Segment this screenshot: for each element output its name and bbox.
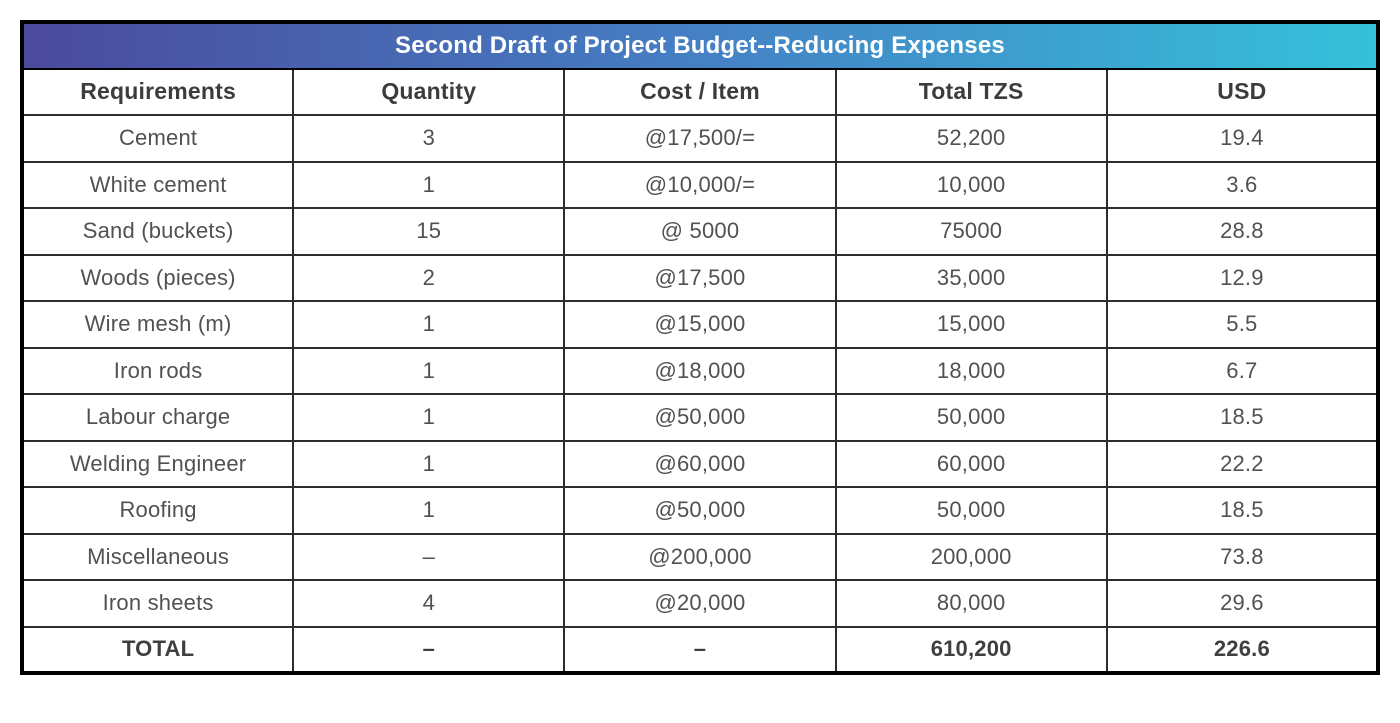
- cell-requirement: Welding Engineer: [20, 439, 295, 488]
- cell-quantity: 1: [292, 160, 566, 209]
- cell-cost-per-item: @20,000: [563, 579, 837, 628]
- cell-usd: 19.4: [1105, 114, 1380, 163]
- cell-requirement: Sand (buckets): [20, 207, 295, 256]
- cell-total-tzs: 50,000: [834, 486, 1108, 535]
- cell-quantity: 1: [292, 486, 566, 535]
- cell-usd: 5.5: [1105, 300, 1380, 349]
- cell-requirement: Iron rods: [20, 346, 295, 395]
- cell-quantity: 1: [292, 393, 566, 442]
- column-header-usd: USD: [1105, 67, 1380, 116]
- cell-cost-per-item: @50,000: [563, 393, 837, 442]
- cell-total-tzs: 610,200: [834, 625, 1108, 674]
- table-title: Second Draft of Project Budget--Reducing…: [21, 21, 1379, 70]
- cell-quantity: –: [292, 532, 566, 581]
- cell-requirement: White cement: [20, 160, 295, 209]
- table-title-row: Second Draft of Project Budget--Reducing…: [21, 21, 1379, 70]
- table-row: Sand (buckets) 15 @ 5000 75000 28.8: [20, 207, 1380, 256]
- table-row: Cement 3 @17,500/= 52,200 19.4: [20, 114, 1380, 163]
- cell-usd: 6.7: [1105, 346, 1380, 395]
- cell-requirement: Iron sheets: [20, 579, 295, 628]
- cell-quantity: 4: [292, 579, 566, 628]
- table-row: Labour charge 1 @50,000 50,000 18.5: [20, 393, 1380, 442]
- cell-quantity: 15: [292, 207, 566, 256]
- cell-requirement: Cement: [20, 114, 295, 163]
- cell-quantity: –: [292, 625, 566, 674]
- cell-cost-per-item: –: [563, 625, 837, 674]
- cell-cost-per-item: @60,000: [563, 439, 837, 488]
- cell-usd: 18.5: [1105, 486, 1380, 535]
- cell-quantity: 2: [292, 253, 566, 302]
- cell-requirement: Labour charge: [20, 393, 295, 442]
- table-row: White cement 1 @10,000/= 10,000 3.6: [20, 160, 1380, 209]
- column-header-requirements: Requirements: [20, 67, 295, 116]
- cell-quantity: 1: [292, 300, 566, 349]
- cell-quantity: 3: [292, 114, 566, 163]
- cell-cost-per-item: @200,000: [563, 532, 837, 581]
- column-header-row: Requirements Quantity Cost / Item Total …: [20, 67, 1380, 116]
- cell-total-tzs: 10,000: [834, 160, 1108, 209]
- cell-cost-per-item: @ 5000: [563, 207, 837, 256]
- cell-cost-per-item: @18,000: [563, 346, 837, 395]
- cell-usd: 3.6: [1105, 160, 1380, 209]
- cell-usd: 28.8: [1105, 207, 1380, 256]
- table-body: Cement 3 @17,500/= 52,200 19.4 White cement 1 @…: [20, 114, 1380, 674]
- cell-requirement: TOTAL: [20, 625, 295, 674]
- cell-quantity: 1: [292, 346, 566, 395]
- column-header-cost-item: Cost / Item: [563, 67, 837, 116]
- cell-total-tzs: 18,000: [834, 346, 1108, 395]
- cell-usd: 29.6: [1105, 579, 1380, 628]
- table-row: Iron sheets 4 @20,000 80,000 29.6: [20, 579, 1380, 628]
- cell-total-tzs: 52,200: [834, 114, 1108, 163]
- cell-cost-per-item: @17,500/=: [563, 114, 837, 163]
- cell-requirement: Woods (pieces): [20, 253, 295, 302]
- cell-cost-per-item: @10,000/=: [563, 160, 837, 209]
- total-row: TOTAL – –610,200 226.6: [20, 625, 1380, 674]
- cell-total-tzs: 15,000: [834, 300, 1108, 349]
- column-header-total-tzs: Total TZS: [834, 67, 1108, 116]
- cell-total-tzs: 80,000: [834, 579, 1108, 628]
- cell-usd: 12.9: [1105, 253, 1380, 302]
- cell-usd: 226.6: [1105, 625, 1380, 674]
- cell-quantity: 1: [292, 439, 566, 488]
- cell-cost-per-item: @17,500: [563, 253, 837, 302]
- table-row: Miscellaneous – @200,000 200,000 73.8: [20, 532, 1380, 581]
- cell-total-tzs: 200,000: [834, 532, 1108, 581]
- cell-usd: 18.5: [1105, 393, 1380, 442]
- table-row: Woods (pieces) 2 @17,500 35,000 12.9: [20, 253, 1380, 302]
- cell-cost-per-item: @50,000: [563, 486, 837, 535]
- cell-requirement: Miscellaneous: [20, 532, 295, 581]
- cell-usd: 22.2: [1105, 439, 1380, 488]
- cell-total-tzs: 60,000: [834, 439, 1108, 488]
- cell-cost-per-item: @15,000: [563, 300, 837, 349]
- table-row: Welding Engineer 1 @60,000 60,000 22.2: [20, 439, 1380, 488]
- cell-total-tzs: 75000: [834, 207, 1108, 256]
- cell-usd: 73.8: [1105, 532, 1380, 581]
- budget-table: Second Draft of Project Budget--Reducing…: [20, 20, 1380, 675]
- cell-total-tzs: 35,000: [834, 253, 1108, 302]
- column-header-quantity: Quantity: [292, 67, 566, 116]
- table-row: Wire mesh (m) 1 @15,000 15,000 5.5: [20, 300, 1380, 349]
- cell-requirement: Roofing: [20, 486, 295, 535]
- table-row: Iron rods 1 @18,000 18,000 6.7: [20, 346, 1380, 395]
- cell-requirement: Wire mesh (m): [20, 300, 295, 349]
- cell-total-tzs: 50,000: [834, 393, 1108, 442]
- table-row: Roofing 1 @50,000 50,000 18.5: [20, 486, 1380, 535]
